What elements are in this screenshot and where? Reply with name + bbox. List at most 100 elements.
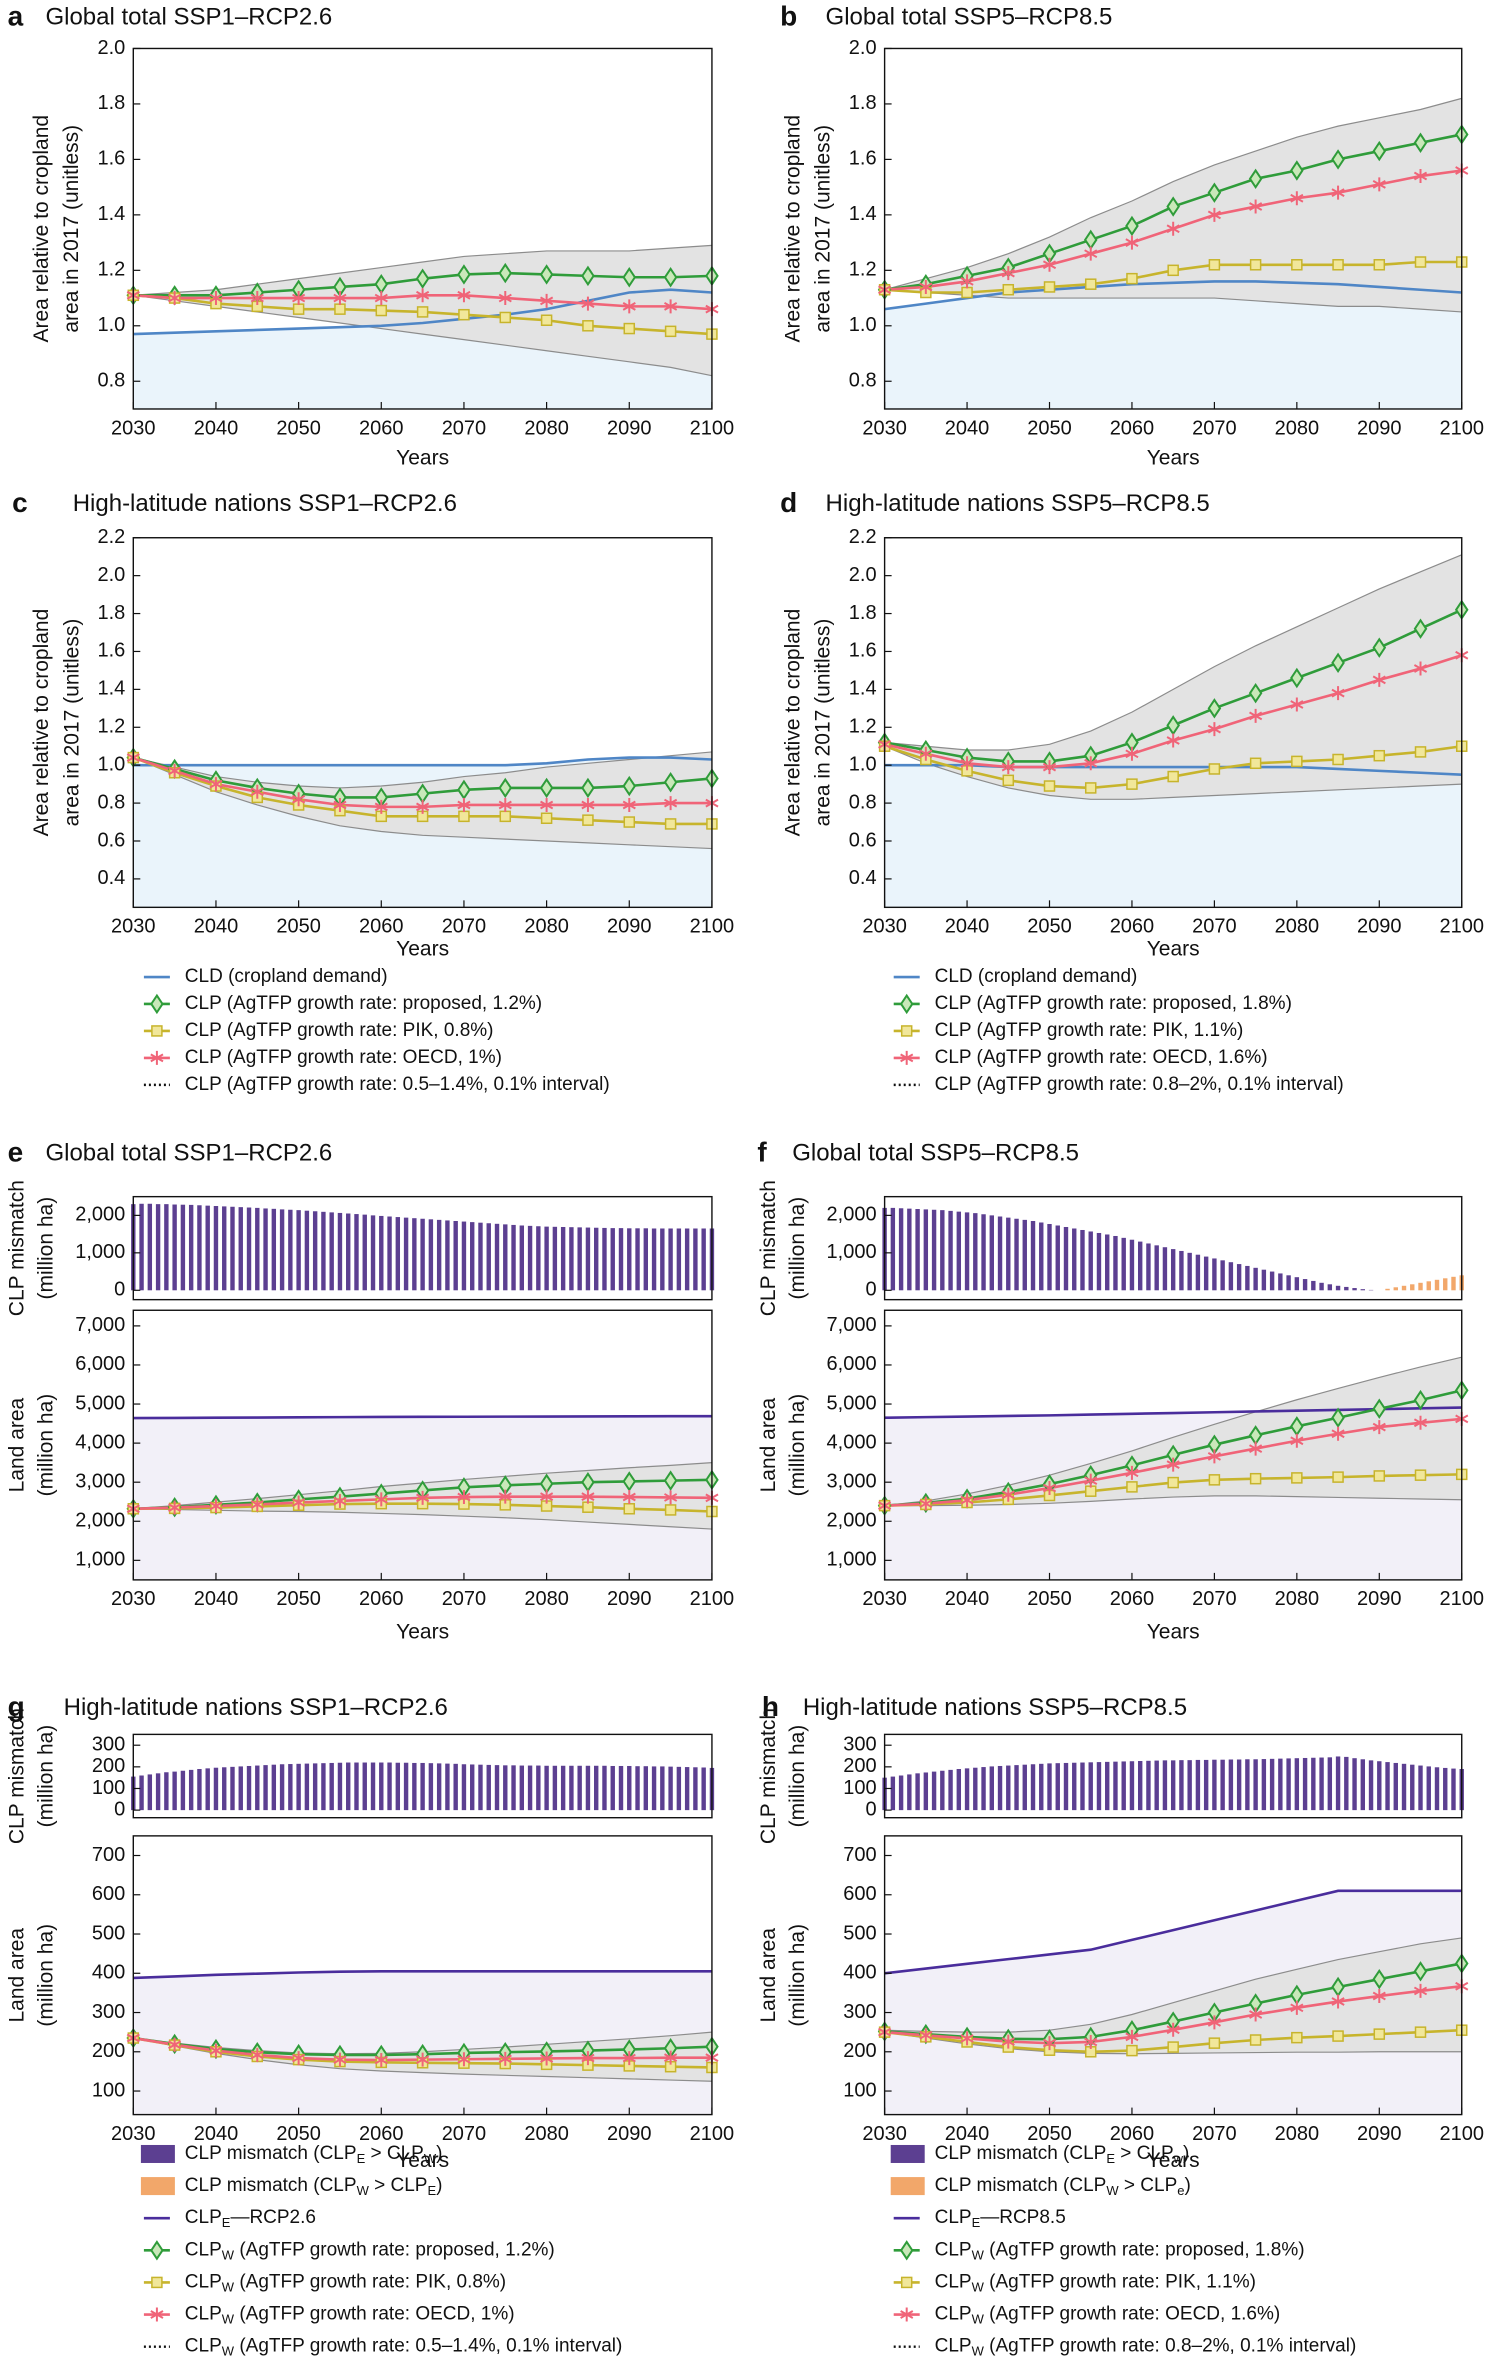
y-tick-label: 200 xyxy=(92,1755,125,1777)
marker-diamond xyxy=(1413,618,1428,639)
bar xyxy=(263,1765,268,1811)
bar xyxy=(379,1762,384,1811)
text-part: (AgTFP growth rate: proposed, 1.2%) xyxy=(234,2239,555,2260)
text-part: > CLP xyxy=(1119,2175,1178,2196)
x-axis-label: Years xyxy=(396,1620,449,1643)
x-axis-label: Years xyxy=(396,937,449,960)
bar xyxy=(370,1215,376,1291)
bar xyxy=(1220,1759,1225,1811)
marker-star xyxy=(250,2047,264,2062)
text-part: —RCP8.5 xyxy=(980,2207,1066,2228)
marker-square xyxy=(1291,1472,1303,1484)
marker-square xyxy=(961,286,973,299)
bar xyxy=(907,1774,912,1811)
bar xyxy=(964,1768,970,1811)
bar xyxy=(552,1226,558,1291)
text-part: CLP xyxy=(185,2304,222,2325)
x-tick-label: 2080 xyxy=(524,2123,569,2145)
bar xyxy=(222,1767,227,1811)
bar xyxy=(1418,1765,1423,1811)
marker-square xyxy=(1414,1469,1427,1481)
bar xyxy=(478,1222,483,1291)
marker-square xyxy=(1373,1470,1386,1482)
bar xyxy=(238,1766,243,1811)
bar xyxy=(213,1206,219,1291)
y-tick-label: 6,000 xyxy=(75,1353,125,1375)
area-fill xyxy=(133,1971,712,2115)
y-tick-label: 700 xyxy=(843,1844,876,1866)
marker-square xyxy=(1208,2037,1221,2049)
bar xyxy=(188,1204,194,1291)
axes-frame xyxy=(132,47,713,410)
text-part: CLP xyxy=(185,2271,222,2292)
bar xyxy=(1113,1761,1118,1811)
legend-label: CLPW (AgTFP growth rate: 0.5–1.4%, 0.1% … xyxy=(185,2336,623,2359)
bar xyxy=(387,1216,392,1291)
y-tick-label: 1.6 xyxy=(97,640,125,662)
plot-area xyxy=(131,1203,715,1291)
marker-diamond xyxy=(1372,637,1387,658)
legend-swatch xyxy=(890,2177,925,2196)
bar xyxy=(594,1765,599,1811)
bar xyxy=(453,1763,458,1811)
text-part: (AgTFP growth rate: 0.8–2%, 0.1% interva… xyxy=(984,2336,1356,2357)
panel-letter: d xyxy=(780,487,797,518)
bar xyxy=(346,1762,351,1811)
x-tick-label: 2080 xyxy=(1275,916,1320,938)
legend-marker xyxy=(899,2240,914,2261)
x-tick-label: 2090 xyxy=(607,1588,652,1610)
x-tick-label: 2050 xyxy=(1027,417,1072,439)
marker-star xyxy=(292,1495,306,1510)
bar xyxy=(948,1769,953,1811)
marker-square xyxy=(623,1503,636,1515)
text-part: CLP mismatch (CLP xyxy=(185,2143,357,2164)
bar xyxy=(635,1766,640,1811)
marker-star xyxy=(622,2051,636,2066)
x-tick-label: 2100 xyxy=(1439,417,1484,439)
marker-star xyxy=(540,2051,554,2066)
bar xyxy=(1344,1286,1349,1291)
x-axis-label: Years xyxy=(1147,1620,1200,1643)
legend-label: CLP (AgTFP growth rate: proposed, 1.8%) xyxy=(935,993,1292,1014)
text-part: (AgTFP growth rate: 0.5–1.4%, 0.1% inter… xyxy=(234,2336,622,2357)
bar xyxy=(997,1216,1003,1291)
legend-marker xyxy=(899,993,914,1015)
marker-star xyxy=(250,1497,264,1512)
marker-star xyxy=(960,756,974,771)
bar xyxy=(989,1766,994,1811)
legend-label: CLP (AgTFP growth rate: PIK, 1.1%) xyxy=(935,1020,1244,1041)
marker-square xyxy=(1332,259,1344,271)
text-part: CLP mismatch (CLP xyxy=(935,2175,1107,2196)
bar xyxy=(527,1765,533,1811)
bar xyxy=(1121,1237,1126,1291)
marker-diamond xyxy=(663,267,678,288)
marker-diamond xyxy=(663,772,678,793)
bar xyxy=(1047,1223,1052,1291)
text-part: (AgTFP growth rate: proposed, 1.8%) xyxy=(984,2239,1305,2260)
marker-star xyxy=(168,1500,182,1515)
marker-star xyxy=(622,299,636,314)
text-part: CLP xyxy=(185,2239,222,2260)
marker-star xyxy=(457,1490,471,1505)
bar xyxy=(973,1767,978,1811)
bar xyxy=(1179,1250,1184,1291)
x-tick-label: 2040 xyxy=(194,916,239,938)
range-line xyxy=(884,554,1462,751)
bar xyxy=(915,1209,920,1291)
y-axis-label: (million ha) xyxy=(786,1924,809,2027)
y-tick-label: 1.0 xyxy=(97,314,125,336)
bar xyxy=(635,1228,640,1291)
marker-star xyxy=(1125,235,1139,250)
plot-area xyxy=(884,97,1462,409)
y-tick-label: 500 xyxy=(843,1922,876,1944)
bar xyxy=(527,1225,533,1291)
series-line xyxy=(133,756,712,767)
marker-star xyxy=(1249,708,1263,723)
axes-frame xyxy=(883,1835,1463,2116)
marker-star xyxy=(960,2031,974,2046)
legend-marker xyxy=(900,2276,913,2289)
y-tick-label: 0.8 xyxy=(97,370,125,392)
y-axis-label: area in 2017 (unitless) xyxy=(60,125,83,333)
bar xyxy=(676,1766,682,1811)
